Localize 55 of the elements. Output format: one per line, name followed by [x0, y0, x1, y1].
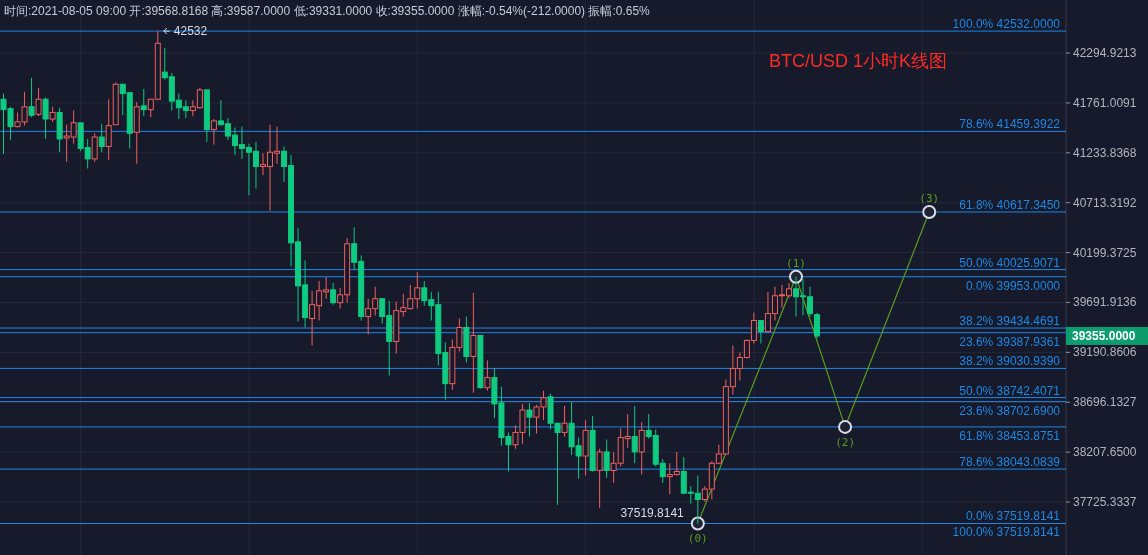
point	[690, 516, 705, 531]
candlestick	[42, 96, 49, 140]
candlestick	[28, 77, 35, 118]
candlestick	[561, 405, 568, 438]
annotation: (2)	[835, 435, 856, 449]
candlestick	[631, 405, 638, 464]
candlestick	[210, 118, 217, 146]
text: BTC/USD 1小时K线图	[768, 51, 948, 71]
chart-subtitle: 时间:2021-08-05 09:00 开:39568.8168 高:39587.0000 低:39331.0000 收:39355.0000 涨幅:-0.54%(-212.0000) 振幅:0.65%	[4, 4, 651, 18]
y-tick-label: 41761.0091	[1073, 95, 1137, 110]
y-tick-label: 41233.8368	[1073, 145, 1137, 160]
candlestick	[814, 312, 821, 339]
ref-line-label: 50.0% 38742.4071	[959, 383, 1061, 398]
candlestick	[330, 282, 337, 306]
ref-line-label: 78.6% 38043.0839	[959, 455, 1061, 470]
ref-line-label: 23.6% 38702.6900	[959, 403, 1061, 418]
candlestick	[757, 320, 764, 344]
candlestick	[35, 87, 42, 117]
y-tick-label: 40713.3192	[1073, 195, 1137, 210]
ref-line-label: 38.2% 39434.4691	[959, 314, 1061, 329]
annotation: (3)	[919, 191, 940, 205]
annotation: (1)	[786, 256, 806, 270]
point	[838, 419, 853, 434]
candlestick	[105, 98, 112, 161]
candlestick	[98, 123, 105, 153]
y-tick-label: 38207.6500	[1073, 445, 1137, 460]
annotation: 42532	[173, 24, 208, 39]
ref-line-label: 78.6% 41459.3922	[959, 117, 1061, 132]
point	[922, 204, 937, 219]
annotation: 100.0% 37519.8141	[952, 525, 1061, 540]
y-tick-label: 38696.1327	[1073, 395, 1137, 410]
ref-line-label: 23.6% 39387.9361	[959, 334, 1061, 349]
candlestick	[638, 421, 645, 476]
ref-line-label: 61.8% 40617.3450	[959, 197, 1061, 212]
ref-line-label: 61.8% 38453.8751	[959, 428, 1061, 443]
candlestick	[526, 402, 533, 438]
candlestick	[596, 448, 603, 509]
ref-line-label: 100.0% 42532.0000	[952, 17, 1061, 32]
y-tick-label: 42294.9213	[1073, 46, 1137, 61]
y-tick-label: 40199.3725	[1073, 245, 1137, 260]
y-tick-label: 39190.8606	[1073, 345, 1137, 360]
ref-line-label: 38.2% 39030.9390	[959, 354, 1061, 369]
text: 39355.0000	[1072, 328, 1136, 343]
candlestick	[484, 359, 491, 392]
candlestick	[91, 132, 98, 163]
y-tick-label: 39691.9136	[1073, 295, 1137, 310]
ref-line-label: 50.0% 40025.9071	[959, 255, 1061, 270]
annotation: 37519.8141	[620, 506, 685, 521]
candlestick	[470, 292, 477, 394]
ref-line-label: 0.0% 37519.8141	[965, 509, 1061, 524]
candlestick	[603, 439, 610, 479]
annotation: (0)	[687, 532, 708, 546]
candlestick	[140, 88, 147, 117]
ref-line-label: 0.0% 39953.0000	[965, 278, 1061, 293]
y-tick-label: 37725.3337	[1073, 495, 1137, 510]
